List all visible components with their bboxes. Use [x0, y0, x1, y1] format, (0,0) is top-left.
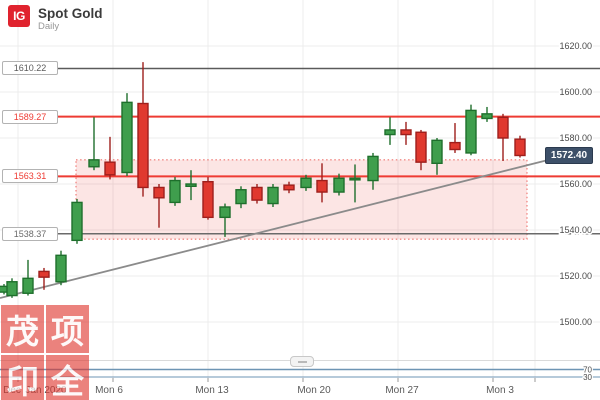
candle-up — [349, 177, 361, 181]
candle-down — [415, 131, 427, 163]
ig-logo[interactable]: IG — [8, 5, 30, 27]
price-level-label: 1563.31 — [2, 169, 58, 184]
candle-up — [267, 186, 279, 205]
candle-down — [316, 179, 328, 193]
candle-down — [104, 161, 116, 176]
y-axis-tick-label: 1520.00 — [559, 271, 592, 281]
oscillator-band-label: 30 — [583, 373, 592, 382]
price-level-label: 1538.37 — [2, 226, 58, 241]
candle-down — [137, 102, 149, 189]
last-price-badge: 1572.40 — [545, 146, 593, 164]
candle-down — [449, 141, 461, 151]
y-axis-tick-label: 1500.00 — [559, 317, 592, 327]
pane-resize-handle[interactable] — [290, 356, 314, 367]
x-axis-label: Jan 2020 — [25, 385, 67, 396]
trendline — [0, 158, 553, 299]
candle-down — [514, 138, 526, 157]
candle-down — [283, 184, 295, 191]
candle-up — [300, 177, 312, 189]
candle-up — [22, 277, 34, 294]
x-axis-label: Mon 6 — [95, 385, 123, 396]
candle-down — [38, 270, 50, 278]
price-level-label: 1610.22 — [2, 61, 58, 76]
x-axis-label: Dec — [3, 385, 21, 396]
y-axis-tick-label: 1540.00 — [559, 225, 592, 235]
timeframe-label: Daily — [38, 21, 60, 32]
y-axis-tick-label: 1600.00 — [559, 87, 592, 97]
candle-down — [153, 186, 165, 199]
ig-logo-text: IG — [13, 9, 25, 23]
candle-up — [6, 281, 18, 297]
candle-down — [400, 129, 412, 136]
candle-up — [55, 254, 67, 283]
y-axis-tick-label: 1560.00 — [559, 179, 592, 189]
candle-up — [185, 183, 197, 187]
candle-down — [202, 180, 214, 219]
candle-up — [333, 177, 345, 193]
support-zone — [75, 159, 528, 240]
x-axis-label: Mon 3 — [486, 385, 514, 396]
x-axis-label: Mon 27 — [385, 385, 419, 396]
candle-up — [121, 101, 133, 174]
candle-up — [88, 159, 100, 168]
candle-down — [251, 186, 263, 201]
x-axis-label: Mon 20 — [297, 385, 331, 396]
candle-up — [431, 139, 443, 165]
oscillator-band-label: 70 — [583, 366, 592, 375]
drag-handle-icon — [297, 360, 307, 363]
x-axis-label: Mon 13 — [195, 385, 229, 396]
candle-up — [169, 179, 181, 204]
candle-up — [367, 155, 379, 182]
candle-up — [235, 189, 247, 205]
candle-up — [219, 206, 231, 219]
candle-up — [384, 129, 396, 136]
y-axis-tick-label: 1580.00 — [559, 133, 592, 143]
candle-up — [481, 113, 493, 120]
instrument-title: Spot Gold — [38, 6, 103, 21]
price-level-label: 1589.27 — [2, 109, 58, 124]
candle-down — [497, 116, 509, 139]
y-axis-tick-label: 1620.00 — [559, 41, 592, 51]
candle-up — [465, 109, 477, 154]
candle-up — [71, 201, 83, 242]
